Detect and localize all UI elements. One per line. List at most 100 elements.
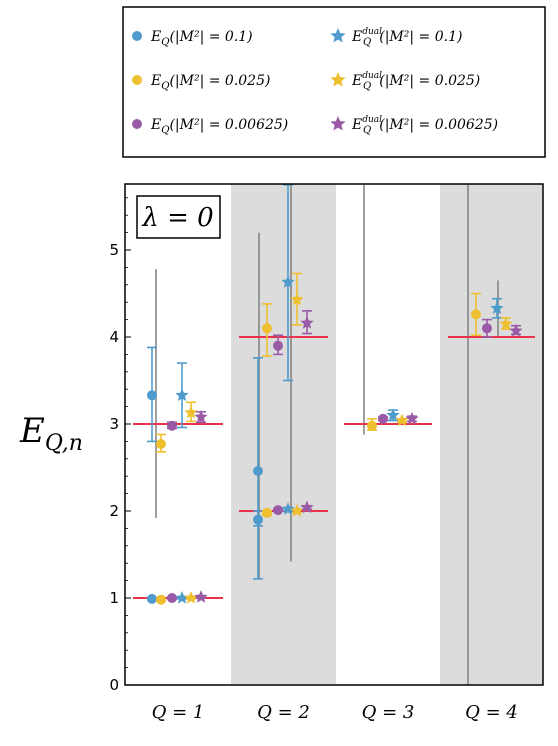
star-point: [290, 272, 304, 326]
circle-point: [482, 318, 492, 338]
star-point: [395, 413, 409, 427]
circle-marker: [253, 465, 263, 476]
legend-label: Edual Q (|M²| = 0.1): [351, 27, 462, 48]
circle-marker: [471, 309, 481, 320]
circle-marker: [482, 323, 492, 334]
star-point: [175, 591, 189, 604]
legend-box: [122, 6, 546, 158]
x-category-label: Q = 4: [465, 702, 518, 723]
legend-circle-marker: [132, 75, 142, 85]
star-point: [194, 410, 208, 424]
star-marker: [194, 590, 208, 603]
circle-point: [262, 303, 272, 357]
circle-point: [167, 420, 177, 431]
star-marker: [490, 301, 504, 314]
star-marker: [499, 316, 513, 330]
legend-entry: Edual Q (|M²| = 0.00625): [330, 115, 498, 136]
circle-point: [253, 357, 263, 580]
circle-point: [147, 346, 157, 443]
legend-entry: EQ(|M²| = 0.00625): [132, 117, 288, 136]
legend-label: Edual Q (|M²| = 0.025): [351, 71, 480, 92]
circle-marker: [262, 507, 272, 518]
star-marker: [281, 275, 295, 288]
star-marker: [194, 410, 208, 423]
star-point: [194, 590, 208, 603]
star-marker: [386, 408, 400, 421]
circle-marker: [147, 593, 157, 604]
star-marker: [175, 591, 189, 604]
star-point: [386, 408, 400, 422]
star-marker: [405, 411, 419, 425]
legend-label: EQ(|M²| = 0.1): [150, 29, 253, 48]
star-point: [184, 591, 198, 604]
circle-point: [471, 292, 481, 337]
x-category-label: Q = 3: [362, 702, 415, 723]
circle-marker: [367, 420, 377, 431]
circle-point: [147, 593, 157, 604]
star-marker: [509, 323, 523, 337]
x-category-label: Q = 2: [257, 702, 310, 723]
legend: EQ(|M²| = 0.1) EQ(|M²| = 0.025) EQ(|M²| = …: [122, 6, 546, 158]
circle-marker: [167, 420, 177, 431]
circle-point: [273, 334, 283, 356]
annotation-box: λ = 0: [136, 195, 221, 239]
circle-point: [156, 594, 166, 605]
legend-entry: EQ(|M²| = 0.1): [132, 29, 253, 48]
shaded-column: [440, 184, 543, 685]
legend-circle-marker: [132, 119, 142, 129]
circle-point: [262, 507, 272, 518]
star-point: [490, 297, 504, 319]
star-point: [175, 362, 189, 429]
star-point: [300, 310, 314, 335]
star-marker: [290, 504, 304, 517]
shaded-column: [231, 184, 336, 685]
circle-marker: [147, 390, 157, 401]
y-tick-label: 1: [109, 589, 119, 607]
star-point: [300, 500, 314, 514]
circle-marker: [273, 340, 283, 351]
legend-entry: Edual Q (|M²| = 0.025): [330, 71, 480, 92]
legend-label: EQ(|M²| = 0.00625): [150, 117, 288, 136]
legend-star-marker: [330, 72, 346, 87]
star-point: [405, 411, 419, 425]
star-point: [290, 504, 304, 517]
circle-point: [156, 433, 166, 453]
y-tick-label: 4: [109, 328, 119, 346]
legend-entry: EQ(|M²| = 0.025): [132, 73, 270, 92]
y-tick-label: 5: [109, 241, 119, 259]
star-marker: [281, 502, 295, 515]
star-marker: [184, 405, 198, 419]
y-tick-label: 3: [109, 415, 119, 433]
circle-marker: [167, 593, 177, 603]
star-point: [509, 323, 523, 337]
star-marker: [300, 500, 314, 514]
circle-marker: [156, 439, 166, 450]
star-marker: [184, 591, 198, 604]
y-tick-label: 0: [109, 676, 119, 694]
plot-area: 0 1 2 3 4 5 Q = 1 Q = 2 Q = 3 Q = 4: [109, 183, 544, 723]
y-axis-title: EQ,n: [19, 411, 83, 456]
circle-point: [378, 413, 388, 424]
star-point: [281, 502, 295, 515]
legend-label: Edual Q (|M²| = 0.00625): [351, 115, 498, 136]
star-marker: [290, 292, 304, 306]
legend-label: EQ(|M²| = 0.025): [150, 73, 270, 92]
star-marker: [300, 316, 314, 329]
x-category-label: Q = 1: [152, 702, 205, 723]
plot-frame: [124, 183, 544, 686]
circle-marker: [378, 413, 388, 424]
legend-entry: Edual Q (|M²| = 0.1): [330, 27, 462, 48]
y-tick-label: 2: [109, 502, 119, 520]
circle-point: [167, 593, 177, 603]
circle-marker: [156, 594, 166, 605]
circle-point: [367, 417, 377, 431]
star-marker: [175, 388, 189, 401]
star-point: [499, 316, 513, 330]
legend-circle-marker: [132, 31, 142, 41]
star-marker: [395, 413, 409, 427]
annotation-label: λ = 0: [141, 203, 213, 233]
legend-star-marker: [330, 28, 346, 43]
circle-point: [273, 505, 283, 516]
circle-marker: [262, 323, 272, 334]
